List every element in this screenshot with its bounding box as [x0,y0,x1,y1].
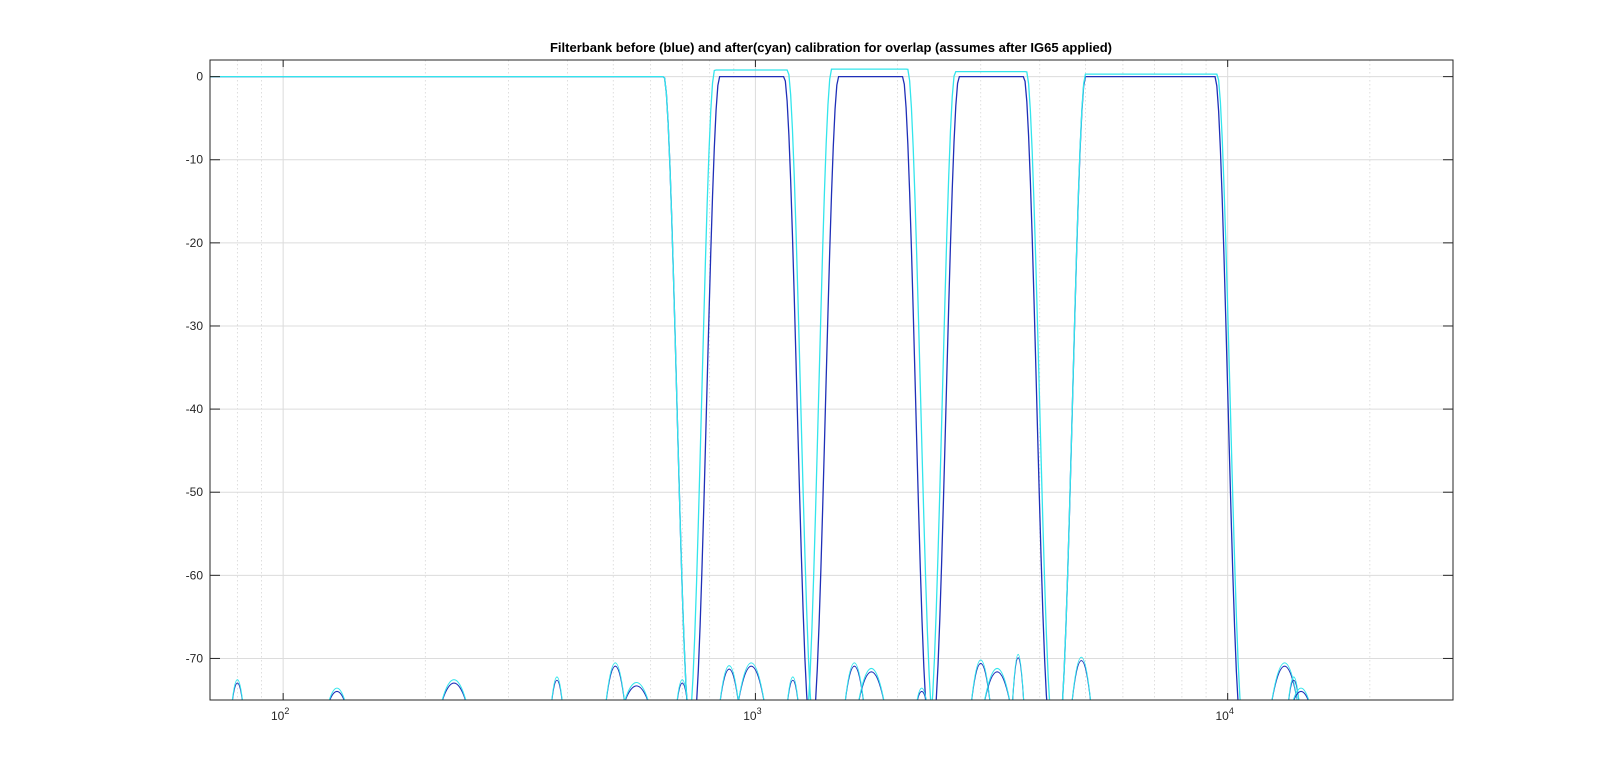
series-lines [210,68,1310,700]
after-sidelobe [1012,654,1025,700]
after-sidelobe [676,679,688,700]
after-sidelobe [1071,656,1092,700]
plot-area [210,60,1453,700]
after-sidelobe [328,687,346,700]
after-sidelobe [441,679,467,700]
axes-box [209,59,1454,701]
after-sidelobe [551,676,563,700]
y-tick-label: -40 [186,402,204,416]
y-tick-label: -10 [186,153,204,167]
after-sidelobe [984,668,1011,700]
y-tick-label: 0 [196,70,203,84]
after-sidelobe [1288,676,1300,700]
y-tick-label: -60 [186,568,204,582]
after-sidelobe [605,662,625,700]
after-sidelobe [844,662,864,700]
after-filter-curve [807,68,932,700]
before-filter-curve [814,75,927,700]
x-tick-label: 103 [743,706,761,723]
ticks: 102 103 104 0 -10 -20 -30 -40 -50 -60 -70 [186,60,1453,723]
after-sidelobe [971,659,991,700]
chart-title: Filterbank before (blue) and after(cyan)… [550,40,1112,55]
y-tick-label: -20 [186,236,204,250]
after-filter-curve [210,75,688,700]
y-tick-label: -30 [186,319,204,333]
after-sidelobe [231,679,243,700]
after-sidelobe [738,662,765,700]
after-sidelobe [1292,687,1310,700]
after-sidelobe [719,665,739,700]
x-tick-label: 102 [271,706,289,723]
before-sidelobe [1293,690,1309,700]
after-sidelobe [787,676,799,700]
after-sidelobe [916,687,927,700]
before-sidelobe [329,690,345,700]
before-sidelobe [916,690,927,700]
y-tick-label: -50 [186,485,204,499]
after-sidelobe [858,668,885,700]
before-sidelobe [624,685,649,700]
x-tick-label: 104 [1215,706,1233,723]
after-sidelobe [1271,662,1298,700]
y-tick-label: -70 [186,651,204,665]
